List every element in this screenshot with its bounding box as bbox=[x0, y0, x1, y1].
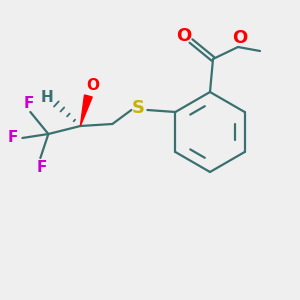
Polygon shape bbox=[80, 95, 92, 126]
Text: O: O bbox=[232, 29, 247, 47]
Text: H: H bbox=[41, 91, 54, 106]
Text: S: S bbox=[132, 99, 145, 117]
Text: O: O bbox=[176, 27, 192, 45]
Text: F: F bbox=[23, 95, 34, 110]
Text: F: F bbox=[36, 160, 46, 175]
Text: F: F bbox=[7, 130, 17, 145]
Text: O: O bbox=[86, 79, 99, 94]
